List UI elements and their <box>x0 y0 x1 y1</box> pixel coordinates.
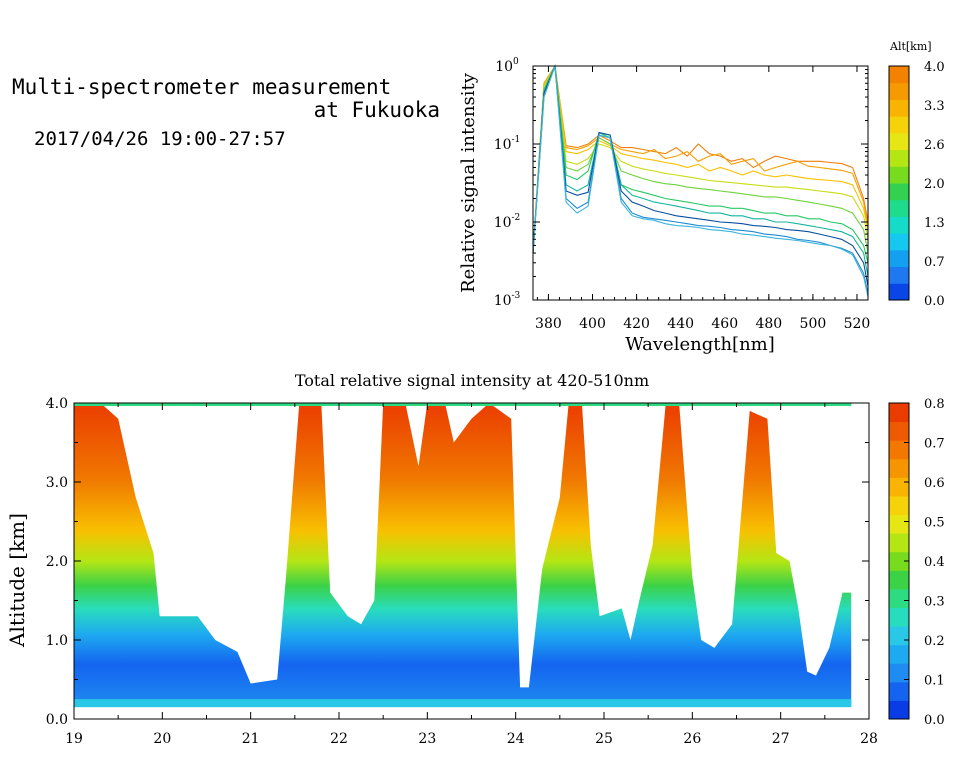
heatmap-x-tick-label: 24 <box>507 731 525 747</box>
heatmap-x-tick-label: 20 <box>153 731 171 747</box>
heatmap-intensity-field <box>74 403 852 708</box>
spectrum-x-axis-label: Wavelength[nm] <box>625 334 775 355</box>
intensity-colorbar: 0.0 0.1 0.2 0.3 0.4 0.5 0.6 0.7 0.8 <box>888 397 945 728</box>
heatmap-x-tick-label: 19 <box>65 731 83 747</box>
altitude-colorbar-tick-label: 2.0 <box>924 177 945 192</box>
intensity-colorbar-segment <box>889 458 909 478</box>
intensity-colorbar-tick-label: 0.4 <box>924 555 945 570</box>
altitude-colorbar-segment <box>889 132 909 151</box>
spectrum-line-3 <box>532 64 869 254</box>
spectrum-line-9 <box>532 65 869 297</box>
heatmap-axes: 19 20 21 22 23 24 25 26 27 28 0.0 1.0 2.0 3.0 4.0 <box>46 396 878 747</box>
heatmap-y-tick-label: 2.0 <box>46 554 68 570</box>
altitude-colorbar-segment <box>889 199 909 217</box>
heatmap-x-tick-label: 27 <box>772 731 790 747</box>
altitude-colorbar-segment <box>889 82 909 100</box>
intensity-colorbar-tick-label: 0.6 <box>924 476 945 491</box>
intensity-colorbar-segment <box>889 477 909 497</box>
intensity-colorbar-segment <box>889 495 909 516</box>
spectrum-lines <box>532 63 869 297</box>
altitude-colorbar-tick-label: 4.0 <box>924 60 945 75</box>
altitude-colorbar: 0.0 0.7 1.3 2.0 2.6 3.3 4.0 <box>888 60 945 309</box>
altitude-colorbar-frame <box>888 65 910 301</box>
spectrum-line-5 <box>532 63 869 263</box>
intensity-colorbar-segment <box>889 440 909 460</box>
heatmap-y-tick-label: 0.0 <box>46 712 68 728</box>
altitude-colorbar-segment <box>889 216 909 234</box>
spectrum-line-1 <box>532 64 869 254</box>
spectrum-x-tick-label: 500 <box>800 316 827 332</box>
heatmap-title: Total relative signal intensity at 420-5… <box>295 371 649 390</box>
spectrum-x-tick-label: 480 <box>755 316 782 332</box>
measurement-period: 2017/04/26 19:00-27:57 <box>34 128 286 150</box>
heatmap-x-tick-label: 25 <box>595 731 613 747</box>
altitude-colorbar-segment <box>889 149 909 167</box>
intensity-colorbar-tick-label: 0.2 <box>924 634 945 649</box>
intensity-colorbar-segment <box>889 588 909 608</box>
intensity-colorbar-segment <box>889 607 909 627</box>
spectrum-y-axis-label: Relative signal intensity <box>458 72 479 293</box>
intensity-colorbar-tick-label: 0.3 <box>924 595 945 610</box>
intensity-colorbar-tick-label: 0.5 <box>924 516 945 531</box>
altitude-colorbar-segment <box>889 233 909 251</box>
altitude-colorbar-segment <box>889 99 909 117</box>
altitude-colorbar-tick-label: 2.6 <box>924 138 945 153</box>
intensity-colorbar-segment <box>889 570 909 590</box>
altitude-colorbar-tick-label: 1.3 <box>924 216 945 231</box>
intensity-colorbar-segment <box>889 626 909 646</box>
heatmap-x-tick-label: 22 <box>330 731 348 747</box>
intensity-colorbar-tick-label: 0.7 <box>924 437 945 452</box>
spectrum-x-tick-label: 420 <box>623 316 650 332</box>
intensity-colorbar-segment <box>889 681 909 701</box>
figure-title-line2: at Fukuoka <box>313 98 440 122</box>
altitude-colorbar-segment <box>889 266 909 284</box>
figure-title-line1: Multi-spectrometer measurement <box>12 75 392 99</box>
spectrum-x-tick-label: 400 <box>579 316 606 332</box>
heatmap-x-tick-label: 28 <box>860 731 878 747</box>
altitude-colorbar-tick-label: 3.3 <box>924 99 945 114</box>
altitude-colorbar-segment <box>889 283 909 301</box>
intensity-colorbar-segment <box>889 514 909 534</box>
altitude-colorbar-segment <box>889 166 909 184</box>
spectrum-line-2 <box>532 64 869 254</box>
heatmap-y-tick-label: 4.0 <box>46 396 68 412</box>
spectrum-x-tick-label: 520 <box>844 316 871 332</box>
spectrum-plot-frame <box>532 65 869 301</box>
altitude-colorbar-segment <box>889 116 909 134</box>
intensity-colorbar-segment <box>889 403 909 423</box>
intensity-colorbar-segment <box>889 700 909 720</box>
heatmap-x-tick-label: 26 <box>683 731 701 747</box>
heatmap-top-band <box>74 403 852 406</box>
altitude-colorbar-tick-label: 0.7 <box>924 255 945 270</box>
altitude-colorbar-tick-label: 0.0 <box>924 294 945 309</box>
intensity-colorbar-tick-label: 0.1 <box>924 674 945 689</box>
heatmap-y-tick-label: 1.0 <box>46 633 68 649</box>
spectrum-line-7 <box>532 65 869 287</box>
altitude-colorbar-segment <box>889 249 909 268</box>
heatmap-x-tick-label: 23 <box>418 731 436 747</box>
intensity-colorbar-segment <box>889 533 909 553</box>
intensity-colorbar-tick-label: 0.0 <box>924 713 945 728</box>
altitude-colorbar-label: Alt[km] <box>889 40 932 53</box>
heatmap-surface-band <box>74 699 852 708</box>
intensity-colorbar-segment <box>889 644 909 664</box>
spectrum-line-6 <box>532 65 869 277</box>
intensity-colorbar-segment <box>889 421 909 441</box>
heatmap-field <box>74 403 852 708</box>
spectrum-x-tick-label: 440 <box>667 316 694 332</box>
intensity-colorbar-segment <box>889 551 909 571</box>
intensity-colorbar-tick-label: 0.8 <box>924 397 945 412</box>
spectrum-line-4 <box>532 63 869 254</box>
spectrum-x-tick-label: 460 <box>711 316 738 332</box>
heatmap-y-axis-label: Altitude [km] <box>5 513 29 648</box>
altitude-colorbar-segment <box>889 66 909 84</box>
spectrum-line-0 <box>532 64 869 254</box>
heatmap-y-tick-label: 3.0 <box>46 475 68 491</box>
intensity-colorbar-segment <box>889 663 909 683</box>
heatmap-x-tick-label: 21 <box>242 731 260 747</box>
altitude-colorbar-segment <box>889 183 909 201</box>
spectrum-x-tick-label: 380 <box>535 316 562 332</box>
